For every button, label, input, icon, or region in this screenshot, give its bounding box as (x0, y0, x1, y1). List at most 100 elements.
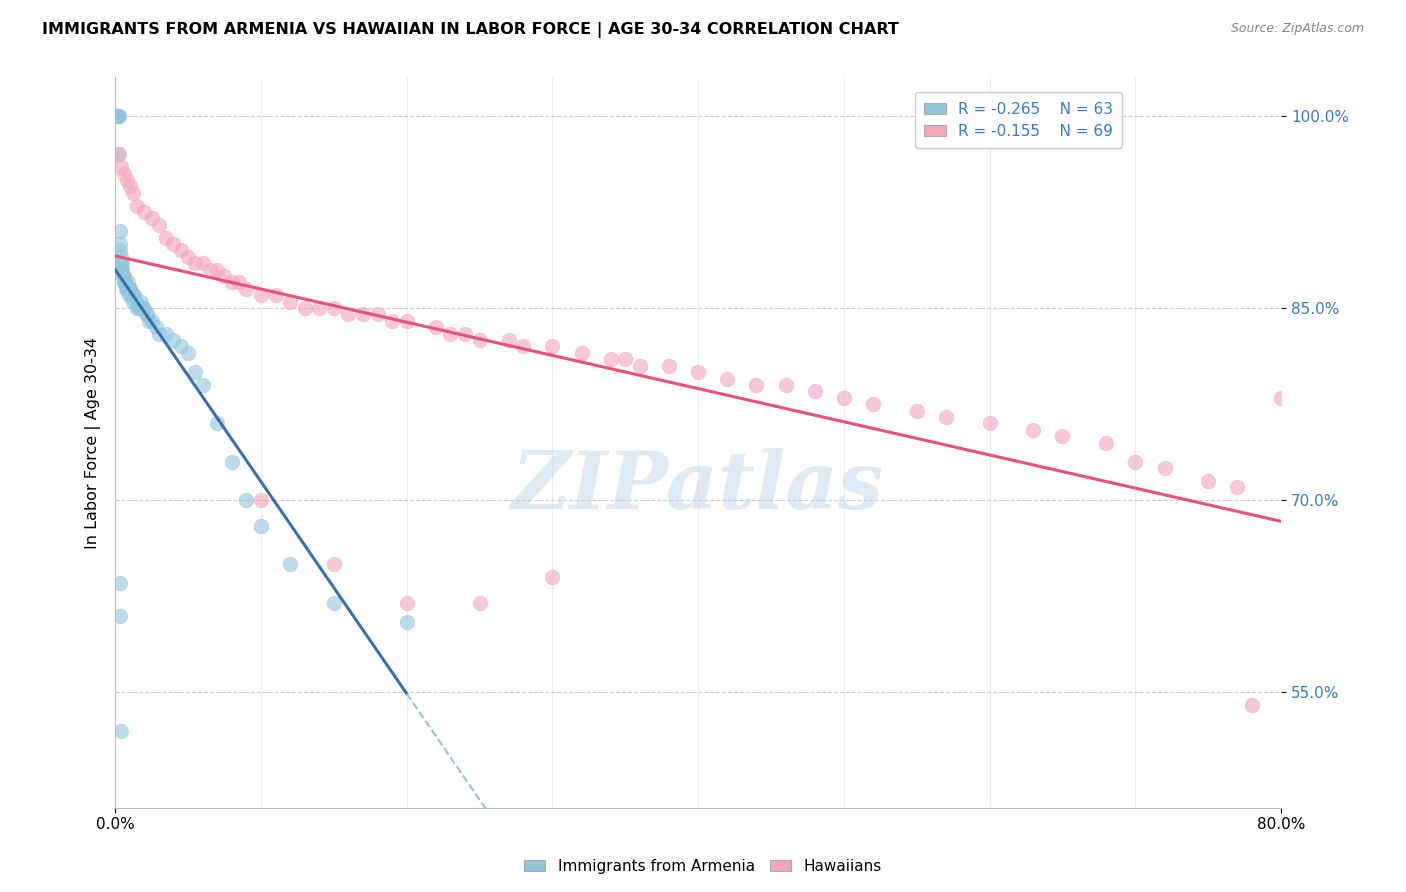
Point (184, 256, 207, 270)
Legend: R = -0.265    N = 63, R = -0.155    N = 69: R = -0.265 N = 63, R = -0.155 N = 69 (915, 93, 1122, 148)
Point (614, 352, 637, 367)
Point (136, 308, 159, 322)
Point (108, 576, 131, 591)
Point (832, 391, 855, 405)
Point (1052, 429, 1074, 443)
Point (571, 346, 593, 360)
Point (132, 301, 155, 315)
Point (1240, 698, 1263, 713)
Point (120, 288, 142, 302)
Point (250, 288, 273, 302)
Point (228, 276, 250, 290)
Point (803, 384, 825, 399)
Point (112, 276, 135, 290)
Point (111, 256, 134, 270)
Point (105, 109, 128, 123)
Point (118, 288, 141, 302)
Point (110, 608, 132, 623)
Point (124, 294, 146, 309)
Point (134, 301, 156, 315)
Point (454, 326, 477, 341)
Point (395, 314, 418, 328)
Point (155, 230, 177, 244)
Point (191, 378, 214, 392)
Point (108, 109, 131, 123)
Point (1095, 435, 1118, 450)
Point (658, 359, 681, 373)
Point (191, 256, 214, 270)
Point (1125, 455, 1147, 469)
Point (148, 218, 170, 232)
Point (138, 314, 160, 328)
Point (148, 326, 170, 341)
Point (110, 160, 132, 174)
Point (114, 276, 136, 290)
Point (162, 237, 184, 252)
Point (117, 282, 139, 296)
Point (120, 282, 142, 296)
Point (112, 268, 135, 283)
Point (141, 314, 163, 328)
Point (688, 365, 710, 379)
Text: Source: ZipAtlas.com: Source: ZipAtlas.com (1230, 22, 1364, 36)
Point (108, 237, 131, 252)
Point (112, 268, 135, 283)
Point (155, 326, 177, 341)
Point (114, 276, 136, 290)
Point (439, 326, 461, 341)
Text: IMMIGRANTS FROM ARMENIA VS HAWAIIAN IN LABOR FORCE | AGE 30-34 CORRELATION CHART: IMMIGRANTS FROM ARMENIA VS HAWAIIAN IN L… (42, 22, 898, 38)
Point (111, 262, 134, 277)
Point (112, 276, 135, 290)
Point (105, 109, 128, 123)
Point (110, 256, 132, 270)
Point (512, 339, 534, 353)
Point (110, 723, 132, 738)
Point (905, 403, 928, 417)
Point (112, 167, 135, 181)
Point (352, 308, 374, 322)
Point (278, 558, 301, 572)
Point (111, 262, 134, 277)
Point (294, 301, 316, 315)
Point (716, 371, 738, 385)
Point (135, 308, 157, 322)
Point (122, 288, 145, 302)
Point (235, 493, 257, 508)
Point (308, 301, 330, 315)
Point (131, 294, 153, 309)
Point (121, 294, 143, 309)
Point (1226, 480, 1249, 494)
Point (1153, 461, 1175, 475)
Point (322, 596, 344, 610)
Point (110, 262, 132, 277)
Point (110, 244, 132, 258)
Point (118, 282, 141, 296)
Point (107, 109, 129, 123)
Point (278, 294, 301, 309)
Point (1197, 474, 1219, 488)
Point (337, 308, 360, 322)
Point (107, 147, 129, 161)
Point (235, 282, 257, 296)
Point (115, 282, 138, 296)
Point (177, 250, 200, 264)
Point (250, 493, 273, 508)
Point (214, 268, 236, 283)
Point (129, 301, 152, 315)
Point (1022, 423, 1045, 437)
Y-axis label: In Labor Force | Age 30-34: In Labor Force | Age 30-34 (86, 336, 101, 549)
Point (117, 276, 139, 290)
Point (184, 365, 207, 379)
Point (322, 558, 344, 572)
Point (498, 333, 520, 347)
Point (381, 314, 404, 328)
Point (170, 244, 193, 258)
Point (221, 455, 243, 469)
Point (134, 205, 156, 219)
Point (541, 570, 564, 584)
Point (862, 397, 884, 411)
Point (125, 198, 148, 212)
Point (162, 333, 184, 347)
Point (468, 596, 491, 610)
Point (108, 147, 131, 161)
